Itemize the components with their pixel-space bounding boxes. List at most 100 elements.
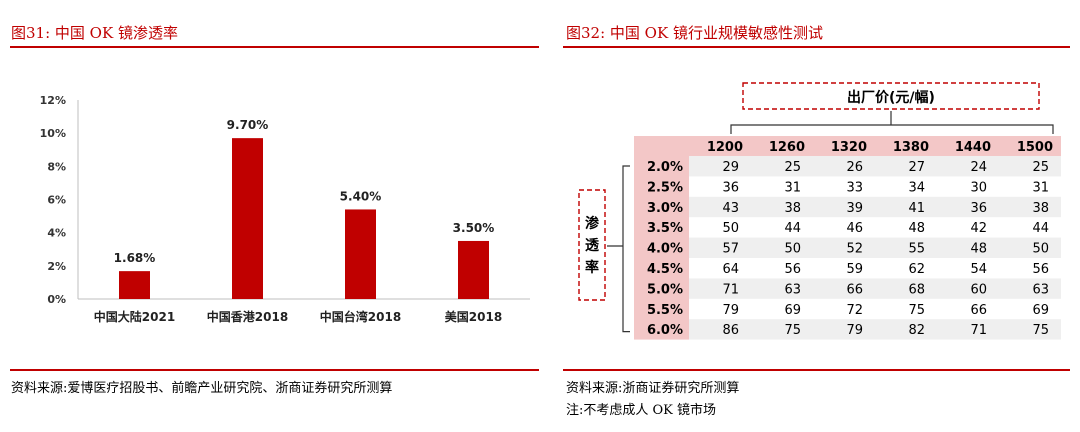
table-cell: 24 [970,160,987,175]
table-cell: 25 [1032,160,1049,175]
table-cell: 63 [1032,282,1049,297]
row-header-cell: 3.0% [647,201,683,216]
column-header-title: 出厂价(元/幅) [847,89,935,106]
table-cell: 31 [1032,180,1049,195]
row-shading [689,196,1061,218]
table-cell: 48 [970,242,987,257]
table-cell: 39 [846,201,863,216]
row-header-title-char: 率 [585,259,599,276]
row-header-cell: 5.0% [647,282,683,297]
row-header-cell: 2.5% [647,180,683,195]
sensitivity-table: 出厂价(元/幅) 渗透率 1200 1260 1320 1380 1440 1500 2.0%… [578,82,1061,340]
table-cell: 25 [784,160,801,175]
table-cell: 75 [1032,323,1049,338]
table-cell: 38 [784,201,801,216]
y-tick-label: 0% [47,293,66,306]
table-cell: 86 [722,323,739,338]
table-cell: 36 [970,201,987,216]
table-cell: 60 [970,282,987,297]
table-cell: 69 [1032,303,1049,318]
y-axis: 0% 2% 4% 6% 8% 10% 12% [40,94,79,306]
row-header-title-char: 渗 [585,215,600,232]
left-source-divider [10,369,539,371]
penetration-bar-chart: 0% 2% 4% 6% 8% 10% 12% 中国大陆2021 中国香港2018 中国台湾201… [40,94,530,324]
table-cell: 79 [722,303,739,318]
column-header-cell: 1200 [707,140,743,155]
column-header-dashed-box [742,82,1040,110]
table-cell: 36 [722,180,739,195]
table-cells: 29 25 26 27 24 25 36 31 33 34 30 31 43 38 39 41 36 38 50 44… [722,160,1049,338]
column-header-cell: 1320 [831,140,867,155]
row-header-title-char: 透 [585,238,600,254]
bar-value-label: 5.40% [340,189,382,203]
table-cell: 56 [784,262,801,277]
right-title-divider [563,46,1070,48]
right-source-divider [563,369,1070,371]
table-cell: 82 [908,323,925,338]
table-cell: 63 [784,282,801,297]
y-tick-label: 12% [40,94,66,107]
table-cell: 71 [970,323,987,338]
y-tick-label: 4% [47,227,66,240]
table-cell: 30 [970,180,987,195]
y-tick-label: 10% [40,127,66,140]
row-header-cell: 3.5% [647,221,683,236]
table-cell: 71 [722,282,739,297]
right-chart-title: 图32: 中国 OK 镜行业规模敏感性测试 [566,24,823,42]
table-cell: 42 [970,221,987,236]
row-header-cell: 6.0% [647,323,683,338]
table-cell: 27 [908,160,925,175]
table-cell: 56 [1032,262,1049,277]
column-header-cell: 1500 [1017,140,1053,155]
bar-series: 1.68% 9.70% 5.40% 3.50% [114,118,495,299]
table-cell: 31 [784,180,801,195]
x-tick-label: 美国2018 [445,309,502,324]
bar [458,240,489,299]
table-cell: 55 [908,242,925,257]
table-cell: 66 [846,282,863,297]
bar-value-label: 3.50% [453,221,495,235]
row-shading [689,156,1061,177]
table-background [634,136,1061,340]
table-cell: 38 [1032,201,1049,216]
row-header-cell: 5.5% [647,303,683,318]
table-cell: 75 [784,323,801,338]
row-header-background [634,156,689,340]
bar-value-label: 9.70% [227,118,269,132]
bar-value-label: 1.68% [114,251,156,265]
row-header-cell: 4.0% [647,242,683,257]
table-cell: 41 [908,201,925,216]
y-tick-label: 8% [47,160,66,173]
table-headers: 1200 1260 1320 1380 1440 1500 2.0% 2.5% 3.0% 3.5%… [647,140,1053,338]
table-cell: 59 [846,262,863,277]
table-cell: 44 [1032,221,1049,236]
right-source-note: 资料来源:浙商证券研究所测算 [566,381,740,396]
table-cell: 48 [908,221,925,236]
table-cell: 33 [846,180,863,195]
row-shading [689,319,1061,340]
table-cell: 52 [846,242,863,257]
table-cell: 72 [846,303,863,318]
table-cell: 29 [722,160,739,175]
table-cell: 50 [1032,242,1049,257]
row-bracket [607,165,630,333]
left-chart-title: 图31: 中国 OK 镜渗透率 [11,24,178,42]
row-shading [689,278,1061,299]
table-cell: 68 [908,282,925,297]
column-header-cell: 1380 [893,140,929,155]
table-cell: 54 [970,262,987,277]
table-cell: 64 [722,262,739,277]
table-cell: 26 [846,160,863,175]
table-cell: 79 [846,323,863,338]
left-title-divider [10,46,539,48]
x-tick-label: 中国香港2018 [207,309,288,324]
row-shading [689,237,1061,258]
x-tick-label: 中国台湾2018 [320,309,401,324]
table-cell: 62 [908,262,925,277]
x-tick-label: 中国大陆2021 [94,309,175,324]
bar [119,271,150,299]
column-header-cell: 1260 [769,140,805,155]
table-cell: 43 [722,201,739,216]
table-cell: 34 [908,180,925,195]
row-header-dashed-box [578,189,606,301]
